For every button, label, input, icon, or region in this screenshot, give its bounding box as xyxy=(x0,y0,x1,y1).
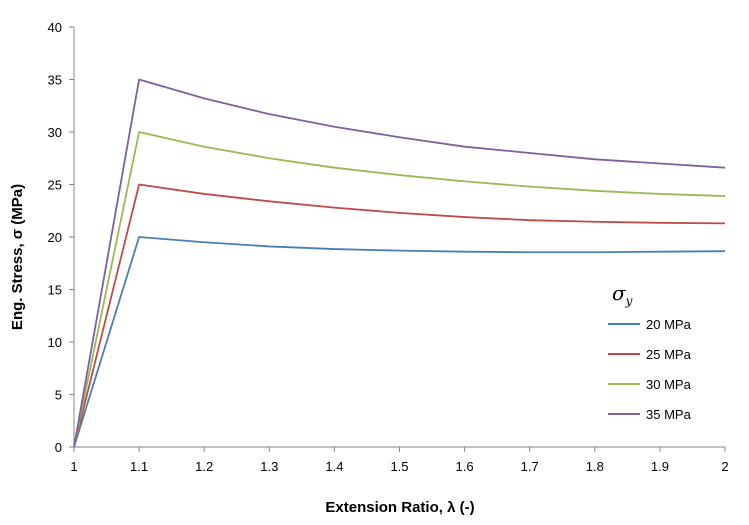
x-tick-label: 1.6 xyxy=(456,459,474,474)
ticks-layer: 0 5 10 15 20 25 30 35 40 1 1.1 1.2 1.3 1.4 1.5 1.6 1.7 1.… xyxy=(48,20,729,474)
y-axis-title: Eng. Stress, σ (MPa) xyxy=(9,184,26,330)
legend-title-symbol: σ xyxy=(612,281,627,305)
y-tick-label: 5 xyxy=(55,388,62,403)
legend-label: 20 MPa xyxy=(646,317,692,332)
y-tick-label: 25 xyxy=(48,178,62,193)
x-tick-label: 1.1 xyxy=(130,459,148,474)
legend-title-subscript: y xyxy=(625,294,633,308)
x-tick-label: 1.2 xyxy=(195,459,213,474)
y-tick-label: 20 xyxy=(48,230,62,245)
x-tick-label: 1.4 xyxy=(325,459,343,474)
series-line-25-mpa xyxy=(73,183,726,448)
y-tick-label: 15 xyxy=(48,283,62,298)
series-line-30-mpa xyxy=(73,131,726,448)
series-layer xyxy=(73,78,726,448)
legend-label: 25 MPa xyxy=(646,347,692,362)
x-tick-label: 1.9 xyxy=(651,459,669,474)
series-line-35-mpa xyxy=(73,78,726,448)
legend-label: 35 MPa xyxy=(646,407,692,422)
x-tick-label: 1.3 xyxy=(260,459,278,474)
x-tick-label: 2 xyxy=(721,459,728,474)
y-tick-label: 40 xyxy=(48,20,62,35)
x-tick-label: 1.7 xyxy=(521,459,539,474)
x-axis-title: Extension Ratio, λ (-) xyxy=(325,499,474,516)
legend-title: σy xyxy=(612,281,633,308)
legend: σy 20 MPa 25 MPa 30 MPa 35 MPa xyxy=(608,281,692,422)
x-tick-label: 1.5 xyxy=(390,459,408,474)
series-line-20-mpa xyxy=(73,236,726,448)
x-tick-label: 1.8 xyxy=(586,459,604,474)
legend-label: 30 MPa xyxy=(646,377,692,392)
y-tick-label: 35 xyxy=(48,73,62,88)
y-tick-label: 10 xyxy=(48,335,62,350)
y-tick-label: 0 xyxy=(55,440,62,455)
x-tick-label: 1 xyxy=(70,459,77,474)
y-tick-label: 30 xyxy=(48,125,62,140)
